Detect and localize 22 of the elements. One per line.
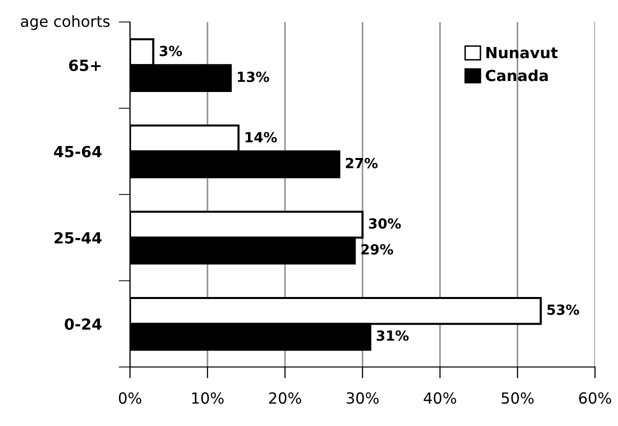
text: 27% — [346, 158, 378, 168]
text: 14% — [246, 132, 277, 142]
x-tick-label: 10% — [192, 392, 224, 404]
x-tick-label: 30% — [346, 392, 379, 404]
x-tick-label: 20% — [269, 392, 302, 404]
y-tick-label: 45-64 — [54, 146, 102, 158]
x-tick-label: 40% — [424, 392, 456, 404]
text: 30% — [368, 218, 401, 229]
text: 3% — [160, 46, 182, 56]
x-tick-label: 0% — [118, 392, 142, 404]
x-tick-label: 60% — [579, 392, 612, 404]
y-tick-label: 65+ — [69, 60, 101, 72]
y-tick-label: 25-44 — [54, 232, 102, 244]
text: 13% — [238, 72, 270, 82]
legend-label: Nunavut — [486, 47, 558, 58]
y-axis-title: age cohorts — [20, 15, 110, 30]
y-tick-label: 0-24 — [64, 318, 102, 330]
legend-label: Canada — [486, 69, 548, 82]
x-tick-label: 50% — [502, 392, 534, 404]
text: 29% — [361, 244, 394, 255]
text: 31% — [376, 330, 409, 341]
text: 53% — [547, 304, 580, 315]
